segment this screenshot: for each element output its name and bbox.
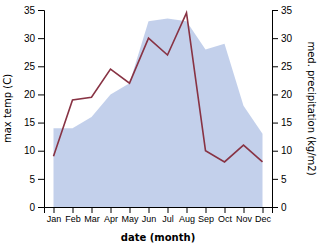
y-tick: 20 — [24, 89, 44, 100]
x-tick: Jul — [162, 207, 174, 224]
tick-label: 10 — [24, 145, 36, 156]
tick-mark — [272, 38, 278, 39]
x-tick: Aug — [179, 207, 195, 224]
tick-mark — [206, 207, 207, 213]
tick-label: May — [121, 214, 139, 224]
tick-mark — [38, 66, 44, 67]
tick-mark — [272, 10, 278, 11]
y2-tick: 15 — [272, 117, 293, 128]
tick-label: 0 — [281, 202, 287, 213]
x-tick: Apr — [104, 207, 118, 224]
tick-mark — [272, 151, 278, 152]
tick-label: 5 — [29, 174, 35, 185]
x-tick: Feb — [65, 207, 81, 224]
x-tick: Nov — [236, 207, 253, 224]
axis-line — [38, 11, 45, 208]
tick-mark — [92, 207, 93, 213]
tick-mark — [225, 207, 226, 213]
y-tick: 10 — [24, 145, 44, 156]
tick-mark — [54, 207, 55, 213]
tick-mark — [272, 123, 278, 124]
x-tick: Dec — [255, 207, 272, 224]
tick-label: 5 — [281, 174, 287, 185]
tick-mark — [38, 123, 44, 124]
y2-tick: 10 — [272, 145, 293, 156]
x-tick: Sep — [198, 207, 214, 224]
tick-mark — [38, 151, 44, 152]
tick-mark — [272, 179, 278, 180]
tick-label: 30 — [281, 33, 293, 44]
y-tick: 5 — [29, 174, 44, 185]
x-tick: Mar — [84, 207, 100, 224]
chart-container: JanFebMar AprMayJun Jul AugSep OctNovDec 0 5 10… — [0, 0, 318, 247]
tick-label: Feb — [65, 214, 81, 224]
tick-label: Dec — [255, 214, 272, 224]
tick-mark — [38, 38, 44, 39]
plot-area — [54, 13, 263, 207]
y2-tick: 0 — [272, 202, 287, 213]
chart-svg: JanFebMar AprMayJun Jul AugSep OctNovDec 0 5 10… — [0, 0, 318, 247]
tick-label: 35 — [24, 5, 36, 16]
tick-mark — [111, 207, 112, 213]
y-tick: 30 — [24, 33, 44, 44]
tick-label: Apr — [104, 214, 118, 224]
tick-mark — [38, 94, 44, 95]
y-tick: 35 — [24, 5, 44, 16]
x-tick: Jan — [47, 207, 62, 224]
tick-mark — [272, 207, 278, 208]
tick-label: Jan — [47, 214, 62, 224]
tick-label: 25 — [24, 61, 36, 72]
y2-axis-label: med. precipitation (kg/m2) — [306, 41, 317, 175]
y-tick: 15 — [24, 117, 44, 128]
tick-mark — [38, 10, 44, 11]
tick-mark — [73, 207, 74, 213]
tick-label: 10 — [281, 145, 293, 156]
tick-label: Aug — [179, 214, 195, 224]
tick-mark — [149, 207, 150, 213]
axis-line — [273, 11, 279, 208]
tick-mark — [272, 94, 278, 95]
x-axis: JanFebMar AprMayJun Jul AugSep OctNovDec — [45, 207, 273, 224]
y-axis-label: max temp (C) — [2, 74, 13, 143]
x-tick: Oct — [218, 207, 233, 224]
tick-mark — [263, 207, 264, 213]
tick-mark — [130, 207, 131, 213]
tick-label: 25 — [281, 61, 293, 72]
y2-tick: 30 — [272, 33, 293, 44]
tick-label: Nov — [236, 214, 253, 224]
y2-tick: 35 — [272, 5, 293, 16]
tick-label: 0 — [29, 202, 35, 213]
tick-label: Jun — [142, 214, 157, 224]
tick-mark — [38, 179, 44, 180]
tick-label: 15 — [281, 117, 293, 128]
tick-label: 30 — [24, 33, 36, 44]
y2-tick: 20 — [272, 89, 293, 100]
y2-axis: 0 5 10 15 20 25 30 35 — [272, 5, 293, 213]
x-tick: Jun — [142, 207, 157, 224]
tick-label: 20 — [281, 89, 293, 100]
tick-label: 20 — [24, 89, 36, 100]
x-axis-label: date (month) — [121, 232, 195, 243]
line — [54, 13, 263, 162]
tick-label: Sep — [198, 214, 214, 224]
y-tick: 25 — [24, 61, 44, 72]
axis-line — [45, 208, 273, 214]
tick-label: Oct — [218, 214, 233, 224]
tick-label: Mar — [84, 214, 100, 224]
tick-label: Jul — [162, 214, 174, 224]
tick-mark — [168, 207, 169, 213]
tick-label: 15 — [24, 117, 36, 128]
tick-label: 35 — [281, 5, 293, 16]
y2-tick: 25 — [272, 61, 293, 72]
tick-mark — [38, 207, 44, 208]
x-tick: May — [121, 207, 139, 224]
y-tick: 0 — [29, 202, 44, 213]
y-axis: 0 5 10 15 20 25 30 35 — [24, 5, 45, 213]
y2-tick: 5 — [272, 174, 287, 185]
tick-mark — [187, 207, 188, 213]
tick-mark — [272, 66, 278, 67]
tick-mark — [244, 207, 245, 213]
